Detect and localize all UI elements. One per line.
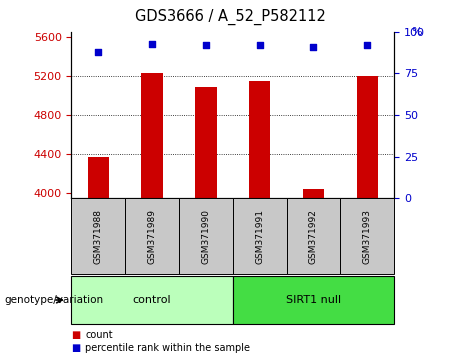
Text: SIRT1 null: SIRT1 null xyxy=(286,295,341,305)
Point xyxy=(310,44,317,50)
Point xyxy=(202,42,210,48)
Bar xyxy=(303,189,324,198)
Point xyxy=(95,49,102,55)
Text: count: count xyxy=(85,330,113,339)
Text: GSM371993: GSM371993 xyxy=(363,209,372,264)
Text: percentile rank within the sample: percentile rank within the sample xyxy=(85,343,250,353)
Text: GSM371989: GSM371989 xyxy=(148,209,157,264)
Bar xyxy=(195,87,217,198)
Text: GSM371991: GSM371991 xyxy=(255,209,264,264)
Point xyxy=(148,41,156,46)
Bar xyxy=(356,76,378,198)
Point xyxy=(256,42,263,48)
Y-axis label: %: % xyxy=(411,27,422,37)
Bar xyxy=(249,81,271,198)
Bar xyxy=(88,157,109,198)
Text: ■: ■ xyxy=(71,330,81,339)
Text: control: control xyxy=(133,295,171,305)
Text: GSM371990: GSM371990 xyxy=(201,209,210,264)
Text: ■: ■ xyxy=(71,343,81,353)
Text: genotype/variation: genotype/variation xyxy=(5,295,104,305)
Text: GDS3666 / A_52_P582112: GDS3666 / A_52_P582112 xyxy=(135,9,326,25)
Text: GSM371988: GSM371988 xyxy=(94,209,103,264)
Point xyxy=(364,42,371,48)
Text: GSM371992: GSM371992 xyxy=(309,209,318,264)
Bar xyxy=(142,73,163,198)
